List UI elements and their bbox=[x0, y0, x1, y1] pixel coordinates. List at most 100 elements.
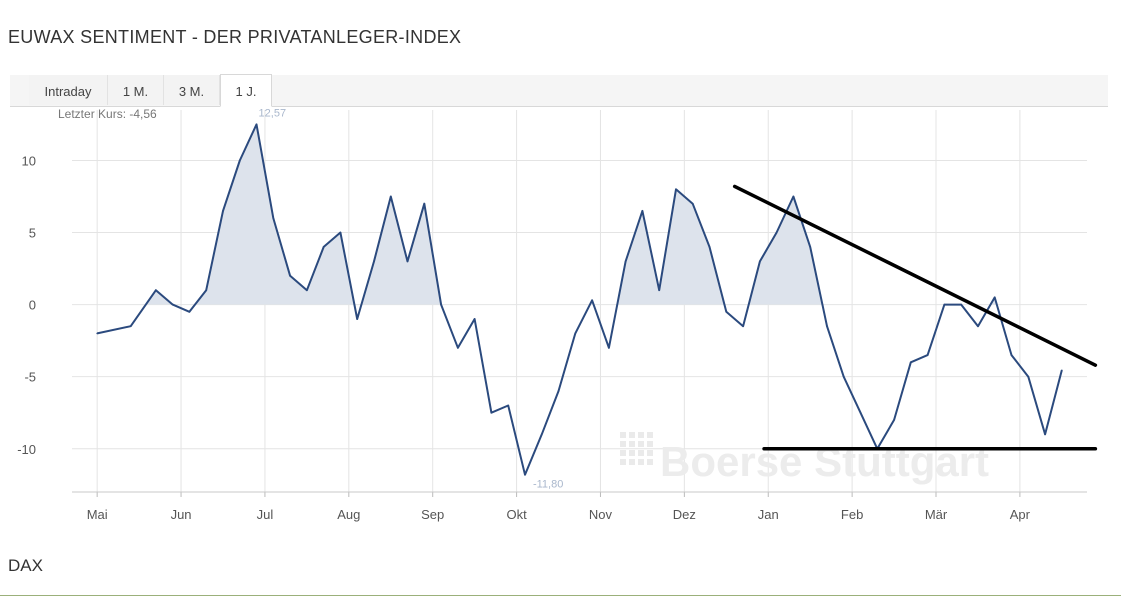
data-point bbox=[926, 354, 929, 356]
data-point bbox=[993, 296, 996, 299]
x-tick-label: Aug bbox=[337, 507, 360, 522]
watermark-text: Boerse Stuttgart bbox=[660, 438, 989, 485]
data-point bbox=[406, 260, 409, 263]
y-tick-label: 10 bbox=[22, 153, 36, 168]
data-point bbox=[96, 332, 98, 335]
data-point bbox=[205, 289, 208, 291]
y-tick-label: 5 bbox=[29, 226, 36, 241]
x-tick-label: Jun bbox=[171, 507, 192, 522]
data-point bbox=[809, 246, 811, 248]
data-point bbox=[591, 299, 593, 302]
x-tick-label: Feb bbox=[841, 507, 863, 522]
tab-3-months[interactable]: 3 M. bbox=[164, 75, 220, 105]
data-point bbox=[725, 311, 728, 313]
max-value-label: 12,57 bbox=[259, 107, 287, 119]
data-point bbox=[608, 347, 610, 349]
watermark-logo-dot bbox=[620, 441, 626, 447]
watermark-logo-dot bbox=[647, 450, 653, 456]
data-point bbox=[473, 318, 476, 320]
data-point bbox=[574, 332, 577, 335]
data-point bbox=[540, 433, 543, 436]
data-point bbox=[675, 188, 677, 191]
watermark-logo-dot bbox=[629, 432, 635, 438]
watermark-logo-dot bbox=[629, 459, 635, 465]
last-price-label: Letzter Kurs: -4,56 bbox=[58, 107, 157, 121]
data-point bbox=[524, 473, 526, 476]
data-point bbox=[188, 311, 191, 313]
data-point bbox=[490, 411, 493, 414]
x-tick-label: Apr bbox=[1010, 507, 1031, 522]
footer-divider bbox=[0, 595, 1121, 596]
data-point bbox=[155, 289, 157, 291]
data-point bbox=[1061, 369, 1063, 372]
watermark-logo-dot bbox=[629, 450, 635, 456]
data-point bbox=[557, 390, 560, 392]
watermark-logo-dot bbox=[638, 450, 644, 456]
data-point bbox=[507, 404, 509, 407]
data-point bbox=[910, 361, 912, 364]
data-point bbox=[222, 210, 224, 212]
tab-1-year[interactable]: 1 J. bbox=[220, 74, 272, 107]
data-point bbox=[289, 274, 291, 277]
min-value-label: -11,80 bbox=[533, 479, 563, 491]
data-point bbox=[373, 260, 375, 263]
y-tick-label: -10 bbox=[17, 442, 36, 457]
data-point bbox=[943, 303, 946, 306]
data-point bbox=[1044, 433, 1046, 436]
data-point bbox=[322, 246, 325, 248]
data-point bbox=[691, 202, 694, 205]
x-tick-label: Mär bbox=[925, 507, 948, 522]
x-tick-label: Dez bbox=[673, 507, 696, 522]
data-point bbox=[624, 260, 627, 263]
watermark-logo-dot bbox=[647, 432, 653, 438]
watermark-logo-dot bbox=[620, 459, 626, 465]
data-point bbox=[457, 347, 459, 349]
data-point bbox=[641, 210, 644, 212]
data-point bbox=[742, 325, 744, 328]
tab-intraday[interactable]: Intraday bbox=[29, 75, 108, 105]
data-point bbox=[708, 246, 711, 248]
section-label-dax: DAX bbox=[8, 556, 43, 575]
data-point bbox=[255, 123, 258, 126]
data-point bbox=[171, 303, 174, 306]
watermark-logo-dot bbox=[620, 432, 626, 438]
data-point bbox=[423, 202, 426, 205]
x-tick-label: Sep bbox=[421, 507, 444, 522]
data-point bbox=[775, 231, 778, 234]
y-tick-label: 0 bbox=[29, 298, 36, 313]
data-point bbox=[1010, 354, 1013, 356]
data-point bbox=[859, 411, 862, 414]
data-point bbox=[306, 289, 308, 291]
data-point bbox=[893, 419, 895, 421]
watermark-logo-dot bbox=[638, 441, 644, 447]
data-point bbox=[339, 231, 342, 234]
data-point bbox=[356, 318, 359, 320]
data-point bbox=[792, 195, 795, 198]
y-tick-label: -5 bbox=[24, 370, 36, 385]
data-point bbox=[960, 303, 962, 306]
trendline-resistance bbox=[732, 184, 1098, 367]
sentiment-chart: 10 5 0 -5 -10 Mai Jun Jul Aug Sep Okt Nov Dez Jan Feb M… bbox=[17, 107, 1098, 522]
x-tick-label: Jan bbox=[758, 507, 779, 522]
tab-1-month[interactable]: 1 M. bbox=[108, 75, 164, 105]
watermark-logo-dot bbox=[638, 459, 644, 465]
data-point bbox=[272, 217, 275, 219]
data-point bbox=[826, 325, 828, 328]
x-tick-label: Nov bbox=[589, 507, 613, 522]
x-tick-label: Jul bbox=[257, 507, 274, 522]
watermark-logo-dot bbox=[629, 441, 635, 447]
watermark-logo-dot bbox=[620, 450, 626, 456]
watermark-logo-dot bbox=[638, 432, 644, 438]
data-point bbox=[238, 159, 241, 162]
watermark-logo-dot bbox=[647, 441, 653, 447]
data-point bbox=[842, 375, 845, 378]
data-point bbox=[1027, 375, 1030, 378]
data-point bbox=[658, 289, 660, 291]
data-point bbox=[440, 303, 442, 306]
data-point bbox=[389, 195, 392, 198]
series-area-fill bbox=[145, 124, 997, 305]
data-point bbox=[977, 325, 979, 328]
watermark-logo-dot bbox=[647, 459, 653, 465]
x-tick-label: Mai bbox=[87, 507, 108, 522]
data-point bbox=[129, 325, 132, 328]
